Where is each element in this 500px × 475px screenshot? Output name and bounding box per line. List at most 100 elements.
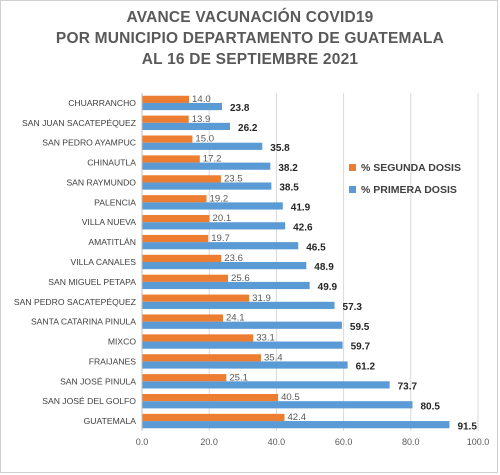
- chart-title: AVANCE VACUNACIÓN COVID19 POR MUNICIPIO …: [1, 7, 499, 70]
- data-label-primera-dosis: 26.2: [238, 123, 258, 134]
- bar-primera-dosis: [142, 321, 342, 329]
- x-tick-label: 60.0: [335, 437, 353, 447]
- data-label-segunda-dosis: 35.4: [264, 352, 283, 363]
- bar-segunda-dosis: [142, 393, 279, 402]
- data-label-segunda-dosis: 42.4: [287, 412, 306, 423]
- data-label-primera-dosis: 61.2: [356, 362, 376, 373]
- bar-segunda-dosis: [142, 354, 261, 362]
- data-label-primera-dosis: 38.5: [279, 183, 299, 194]
- bar-primera-dosis: [142, 381, 390, 389]
- bar-segunda-dosis: [142, 274, 229, 282]
- bar-primera-dosis: [142, 182, 272, 190]
- x-tick-label: 40.0: [268, 437, 286, 447]
- chart-title-line-3: AL 16 DE SEPTIEMBRE 2021: [141, 51, 359, 68]
- category-label: CHINAUTLA: [87, 158, 136, 168]
- category-label: SAN PEDRO SACATEPÉQUEZ: [14, 297, 136, 307]
- bar-primera-dosis: [142, 361, 348, 369]
- bar-segunda-dosis: [142, 195, 207, 203]
- data-label-segunda-dosis: 25.6: [231, 273, 250, 284]
- legend-label: % SEGUNDA DOSIS: [361, 162, 461, 174]
- bar-primera-dosis: [142, 301, 335, 309]
- bar-segunda-dosis: [142, 135, 193, 143]
- category-label: VILLA NUEVA: [82, 217, 137, 227]
- data-label-primera-dosis: 38.2: [278, 163, 298, 174]
- data-label-segunda-dosis: 31.9: [252, 293, 271, 304]
- category-label: SAN JOSÉ PINULA: [60, 376, 136, 386]
- data-label-segunda-dosis: 19.2: [210, 193, 229, 204]
- legend-swatch: [349, 186, 356, 193]
- bar-primera-dosis: [142, 102, 222, 111]
- bar-primera-dosis: [142, 421, 450, 429]
- bar-primera-dosis: [142, 341, 343, 349]
- legend-label: % PRIMERA DOSIS: [361, 184, 457, 196]
- bar-primera-dosis: [142, 162, 271, 170]
- bar-segunda-dosis: [142, 254, 222, 262]
- bar-segunda-dosis: [142, 215, 210, 223]
- data-label-primera-dosis: 91.5: [457, 421, 477, 432]
- bar-primera-dosis: [142, 262, 307, 270]
- data-label-segunda-dosis: 23.5: [224, 173, 243, 184]
- bar-segunda-dosis: [142, 334, 254, 342]
- bar-primera-dosis: [142, 401, 413, 409]
- bar-primera-dosis: [142, 142, 263, 150]
- category-label: SAN MIGUEL PETAPA: [48, 277, 136, 287]
- bar-primera-dosis: [142, 281, 310, 290]
- data-label-primera-dosis: 80.5: [420, 401, 440, 412]
- data-label-primera-dosis: 49.9: [318, 282, 338, 293]
- data-label-segunda-dosis: 25.1: [229, 372, 248, 383]
- chart-title-line-1: AVANCE VACUNACIÓN COVID19: [126, 9, 374, 26]
- category-label: SAN JUAN SACATEPÉQUEZ: [22, 118, 136, 128]
- x-tick-label: 80.0: [402, 437, 420, 447]
- data-label-primera-dosis: 35.8: [270, 143, 290, 154]
- bar-primera-dosis: [142, 222, 286, 230]
- category-label: GUATEMALA: [84, 416, 137, 426]
- legend-swatch: [349, 164, 356, 171]
- category-label: SAN PEDRO AYAMPUC: [42, 138, 136, 148]
- data-label-segunda-dosis: 23.6: [224, 253, 243, 264]
- x-tick-label: 20.0: [200, 437, 218, 447]
- bar-segunda-dosis: [142, 234, 209, 243]
- category-label: CHUARRANCHO: [68, 98, 136, 108]
- data-label-primera-dosis: 59.7: [351, 342, 371, 353]
- category-label: SAN RAYMUNDO: [66, 177, 136, 187]
- data-label-segunda-dosis: 24.1: [226, 313, 245, 324]
- data-label-primera-dosis: 59.5: [350, 322, 370, 333]
- data-label-primera-dosis: 46.5: [306, 242, 326, 253]
- data-label-primera-dosis: 48.9: [314, 262, 334, 273]
- chart-title-line-2: POR MUNICIPIO DEPARTAMENTO DE GUATEMALA: [55, 30, 445, 47]
- data-label-primera-dosis: 41.9: [291, 203, 311, 214]
- bar-primera-dosis: [142, 242, 299, 250]
- category-label: SANTA CATARINA PINULA: [31, 317, 136, 327]
- bar-segunda-dosis: [142, 413, 285, 422]
- bar-segunda-dosis: [142, 314, 223, 322]
- bar-segunda-dosis: [142, 175, 221, 183]
- data-label-segunda-dosis: 17.2: [203, 154, 222, 165]
- data-label-segunda-dosis: 14.0: [192, 94, 211, 105]
- bar-segunda-dosis: [142, 374, 227, 382]
- bar-segunda-dosis: [142, 115, 189, 123]
- bar-segunda-dosis: [142, 294, 250, 302]
- data-label-segunda-dosis: 13.9: [192, 114, 211, 125]
- data-label-primera-dosis: 42.6: [293, 222, 313, 233]
- category-label: PALENCIA: [94, 197, 136, 207]
- category-label: SAN JOSÉ DEL GOLFO: [42, 396, 136, 406]
- category-label: VILLA CANALES: [71, 257, 137, 267]
- bar-primera-dosis: [142, 122, 231, 131]
- bar-segunda-dosis: [142, 155, 200, 163]
- x-tick-label: 100.0: [467, 437, 490, 447]
- data-label-segunda-dosis: 33.1: [256, 333, 275, 344]
- bar-segunda-dosis: [142, 95, 190, 103]
- data-label-primera-dosis: 73.7: [398, 381, 418, 392]
- data-label-segunda-dosis: 20.1: [213, 213, 232, 224]
- category-label: AMATITLÁN: [88, 237, 136, 247]
- data-label-primera-dosis: 23.8: [230, 103, 250, 114]
- data-label-primera-dosis: 57.3: [343, 302, 363, 313]
- x-tick-label: 0.0: [136, 437, 149, 447]
- category-label: MIXCO: [108, 337, 136, 347]
- data-label-segunda-dosis: 40.5: [281, 392, 300, 403]
- bar-primera-dosis: [142, 202, 283, 210]
- data-label-segunda-dosis: 19.7: [211, 233, 230, 244]
- data-label-segunda-dosis: 15.0: [195, 134, 214, 145]
